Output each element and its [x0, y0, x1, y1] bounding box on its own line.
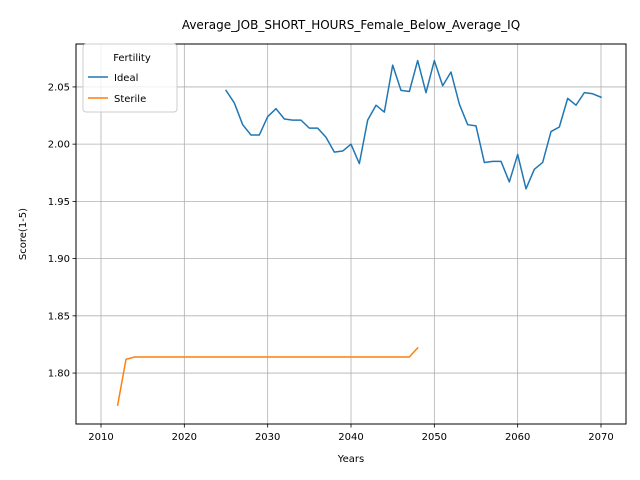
x-tick-label: 2030: [255, 432, 280, 443]
series-line-sterile: [116, 346, 419, 406]
legend: Fertility Ideal Sterile: [82, 43, 178, 113]
series-layer: [116, 59, 602, 406]
y-axis-label: Score(1-5): [18, 208, 29, 260]
y-tick-label: 2.00: [48, 140, 70, 151]
y-tick-label: 2.05: [48, 82, 70, 93]
x-tick-label: 2010: [88, 432, 113, 443]
x-tick-label: 2040: [338, 432, 363, 443]
y-tick-label: 1.85: [48, 311, 70, 322]
legend-label-ideal: Ideal: [114, 73, 138, 84]
legend-title: Fertility: [113, 53, 151, 64]
y-tick-label: 1.80: [48, 369, 70, 380]
x-tick-label: 2020: [172, 432, 197, 443]
legend-box: [82, 43, 178, 113]
chart-title: Average_JOB_SHORT_HOURS_Female_Below_Ave…: [182, 18, 520, 32]
y-axis: 1.80 1.85 1.90 1.95 2.00 2.05: [48, 82, 76, 380]
x-tick-label: 2070: [588, 432, 613, 443]
x-tick-label: 2050: [422, 432, 447, 443]
y-tick-label: 1.95: [48, 197, 70, 208]
x-axis: 2010 2020 2030 2040 2050 2060 2070: [88, 424, 614, 443]
grid-lines: [76, 44, 626, 424]
legend-label-sterile: Sterile: [114, 94, 146, 105]
y-tick-label: 1.90: [48, 254, 70, 265]
series-line-ideal: [224, 59, 602, 190]
x-tick-label: 2060: [505, 432, 530, 443]
x-axis-label: Years: [337, 454, 364, 465]
